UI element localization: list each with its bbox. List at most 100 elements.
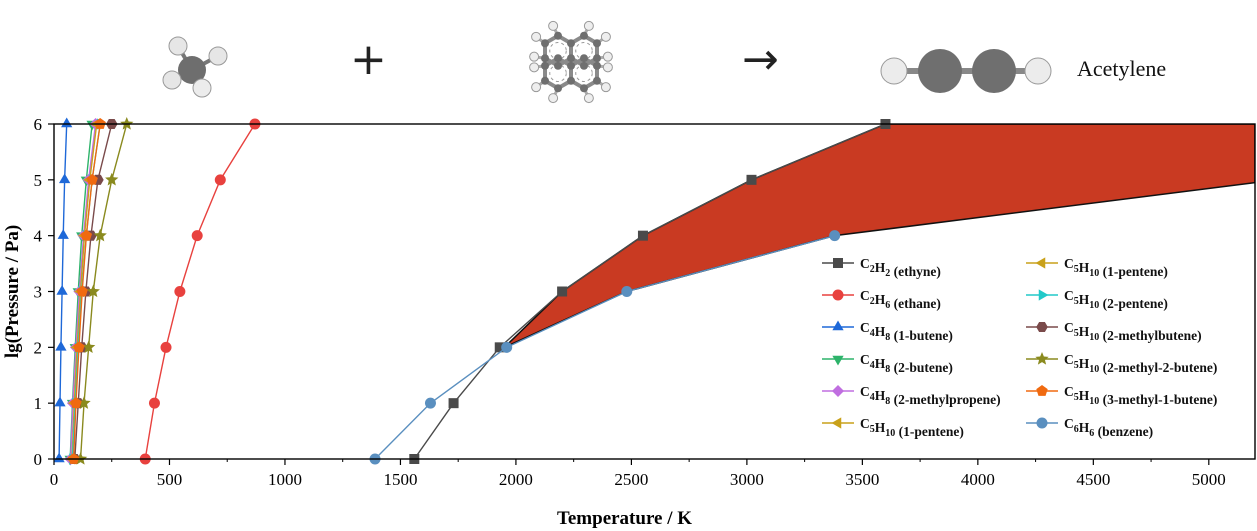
legend-label: C5H10 (2-methylbutene): [1064, 320, 1202, 343]
data-point: [424, 397, 436, 409]
data-point: [80, 229, 93, 241]
legend-marker: [832, 289, 844, 301]
data-point: [77, 396, 91, 409]
legend-marker: [832, 320, 844, 331]
legend-label: C4H8 (2-methylpropene): [860, 384, 1001, 407]
y-tick-label: 3: [34, 283, 43, 302]
data-point: [56, 285, 68, 295]
legend-entry: C2H6 (ethane): [822, 288, 941, 311]
data-point: [76, 285, 88, 297]
data-point: [160, 341, 172, 353]
data-point: [621, 286, 633, 297]
data-point: [637, 230, 648, 241]
legend-marker: [1035, 352, 1049, 365]
data-point: [93, 228, 107, 242]
legend-entry: C4H8 (2-methylpropene): [822, 384, 1001, 407]
legend-entry: C5H10 (2-pentene): [1026, 288, 1168, 311]
legend-label: C5H10 (1-pentene): [860, 416, 964, 439]
data-point: [81, 340, 96, 353]
acetylene-molecule-icon: [880, 49, 1052, 93]
legend-label: C5H10 (2-pentene): [1064, 288, 1168, 311]
x-tick-label: 500: [157, 470, 183, 489]
data-point: [746, 174, 757, 185]
series-9: [67, 118, 106, 464]
x-tick-label: 4500: [1076, 470, 1110, 489]
legend-entry: C5H10 (2-methyl-2-butene): [1026, 352, 1217, 375]
legend-box: [812, 246, 1244, 446]
data-point: [58, 173, 71, 184]
legend-marker: [1036, 417, 1048, 429]
data-point: [214, 174, 226, 186]
legend-marker: [1035, 257, 1046, 269]
series-8: [73, 117, 134, 465]
methane-molecule-icon: [162, 36, 228, 98]
legend-entry: C5H10 (1-pentene): [822, 416, 964, 439]
legend-entry: C2H2 (ethyne): [822, 256, 941, 279]
legend-marker: [1036, 321, 1048, 333]
data-point: [448, 398, 459, 409]
data-point: [53, 452, 65, 463]
legend-label: C5H10 (2-methyl-2-butene): [1064, 352, 1217, 375]
pyrene-molecule-icon: [529, 20, 613, 104]
legend-label: C4H8 (1-butene): [860, 320, 953, 343]
legend-marker: [1036, 385, 1048, 396]
data-point: [494, 342, 505, 353]
data-point: [55, 340, 67, 351]
legend-entry: C5H10 (2-methylbutene): [1026, 320, 1202, 343]
legend-entry: C5H10 (1-pentene): [1026, 256, 1168, 279]
data-point: [191, 230, 203, 242]
data-point: [73, 341, 85, 353]
data-point: [54, 396, 66, 407]
product-label: Acetylene: [1077, 56, 1167, 81]
data-point: [501, 341, 513, 353]
data-point: [70, 397, 82, 409]
arrow-sign: →: [742, 34, 779, 85]
legend-label: C6H6 (benzene): [1064, 416, 1153, 439]
x-tick-label: 1000: [268, 470, 302, 489]
x-tick-label: 4000: [961, 470, 995, 489]
legend-label: C4H8 (2-butene): [860, 352, 953, 375]
legend-entry: C4H8 (2-butene): [822, 352, 953, 375]
x-axis-label: Temperature / K: [557, 508, 692, 529]
data-point: [61, 117, 73, 128]
x-tick-label: 2000: [499, 470, 533, 489]
legend-marker: [831, 417, 842, 429]
plus-sign: +: [350, 34, 387, 85]
legend-marker: [832, 355, 844, 366]
x-tick-label: 2500: [614, 470, 648, 489]
legend-entry: C4H8 (1-butene): [822, 320, 953, 343]
data-point: [557, 286, 568, 297]
legend-label: C5H10 (3-methyl-1-butene): [1064, 384, 1217, 407]
data-point: [86, 173, 98, 185]
x-tick-label: 5000: [1192, 470, 1226, 489]
y-tick-label: 1: [34, 394, 43, 413]
data-point: [148, 397, 160, 409]
series-11: [369, 230, 841, 465]
legend-label: C2H2 (ethyne): [860, 256, 941, 279]
data-point: [86, 284, 100, 298]
y-tick-label: 5: [34, 171, 43, 190]
data-point: [105, 172, 119, 186]
x-tick-label: 1500: [383, 470, 417, 489]
legend-marker: [832, 385, 844, 397]
y-tick-label: 0: [34, 450, 43, 469]
y-tick-label: 4: [34, 227, 43, 246]
y-axis-label: lg(Pressure / Pa): [2, 225, 23, 358]
series-2: [53, 117, 73, 463]
legend-entry: C5H10 (3-methyl-1-butene): [1026, 384, 1217, 407]
legend-label: C5H10 (1-pentene): [1064, 256, 1168, 279]
data-point: [174, 286, 186, 297]
series-line-1: [144, 123, 256, 460]
data-point: [57, 229, 69, 239]
data-point: [829, 230, 841, 242]
series-1: [139, 118, 261, 465]
legend-marker: [1038, 289, 1049, 301]
legend-entry: C6H6 (benzene): [1026, 416, 1153, 439]
legend-marker: [833, 258, 843, 268]
y-tick-label: 2: [34, 338, 43, 357]
x-tick-label: 3000: [730, 470, 764, 489]
y-tick-label: 6: [34, 115, 43, 134]
reaction-scheme: + → Acetylene: [0, 0, 1257, 120]
